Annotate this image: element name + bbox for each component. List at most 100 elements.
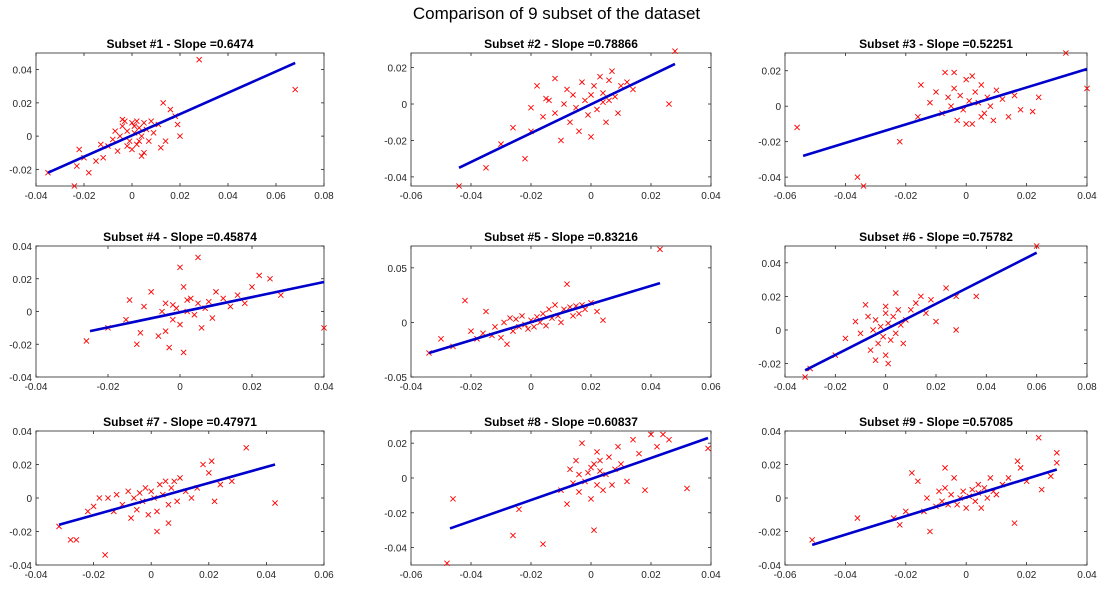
- data-point: [942, 69, 948, 76]
- data-point: [914, 478, 921, 485]
- x-tick-label: 0.02: [242, 382, 262, 393]
- subplot-7-title: Subset #7 - Slope =0.47971: [103, 415, 257, 429]
- data-point: [71, 183, 78, 189]
- data-point: [133, 141, 140, 148]
- data-point: [591, 82, 597, 89]
- data-point: [794, 124, 800, 131]
- y-tick-label: 0.05: [388, 264, 408, 275]
- subplot-2-title: Subset #2 - Slope =0.78866: [484, 37, 638, 51]
- data-point: [96, 495, 103, 501]
- data-point: [516, 506, 522, 513]
- data-point: [666, 436, 672, 443]
- data-point: [917, 293, 924, 300]
- x-tick-label: -0.02: [460, 382, 483, 393]
- data-point: [540, 113, 546, 120]
- data-point: [896, 521, 903, 528]
- data-point: [978, 82, 985, 88]
- subplot-6-title: Subset #6 - Slope =0.75782: [859, 230, 1013, 244]
- data-point: [138, 153, 145, 159]
- data-point: [600, 317, 606, 324]
- data-point: [928, 296, 934, 303]
- fit-line: [47, 61, 296, 174]
- data-point: [597, 468, 603, 474]
- data-point: [842, 335, 849, 342]
- data-point: [973, 293, 980, 300]
- data-point: [933, 89, 939, 95]
- data-point: [969, 121, 976, 127]
- data-point: [642, 487, 648, 494]
- data-point: [588, 133, 594, 140]
- data-point: [666, 101, 672, 107]
- data-point: [145, 138, 152, 145]
- data-point: [129, 146, 135, 153]
- x-tick-label: 0: [963, 191, 969, 202]
- data-point: [573, 457, 579, 464]
- data-point: [896, 138, 903, 145]
- x-tick-label: -0.02: [824, 382, 847, 393]
- data-point: [606, 97, 612, 104]
- subplot-1: Subset #1 - Slope =0.6474 -0.04 -0.02 0 0.02…: [9, 37, 334, 202]
- data-point: [483, 308, 489, 315]
- y-tick-label: -0.04: [758, 561, 781, 572]
- data-point: [162, 300, 169, 307]
- data-point: [498, 334, 504, 341]
- data-point: [552, 110, 558, 117]
- data-point: [1053, 459, 1060, 466]
- x-tick-label: 0: [963, 570, 969, 581]
- data-point: [600, 90, 606, 97]
- data-point: [895, 306, 902, 313]
- data-point: [594, 482, 600, 488]
- data-point: [531, 323, 537, 330]
- subplot-1-title: Subset #1 - Slope =0.6474: [106, 37, 253, 51]
- data-point: [609, 482, 615, 488]
- y-tick-label: -0.02: [9, 165, 32, 176]
- data-point: [705, 445, 711, 452]
- data-point: [154, 528, 160, 535]
- x-tick-label: -0.06: [400, 570, 423, 581]
- y-tick-label: 0: [26, 494, 32, 505]
- data-point: [1014, 458, 1021, 465]
- data-point: [138, 133, 145, 140]
- x-tick-label: 0.06: [266, 191, 286, 202]
- data-point: [129, 119, 135, 126]
- data-point: [585, 469, 591, 476]
- data-point: [957, 92, 964, 99]
- data-point: [450, 495, 456, 502]
- data-point: [249, 284, 255, 290]
- data-point: [585, 112, 591, 118]
- data-point: [867, 347, 874, 354]
- x-tick-label: -0.04: [774, 382, 797, 393]
- x-tick-label: 0.04: [641, 382, 661, 393]
- x-tick-label: -0.04: [25, 382, 48, 393]
- data-point: [504, 341, 510, 348]
- fit-line: [804, 251, 1038, 372]
- data-point: [963, 76, 970, 83]
- data-point: [999, 96, 1006, 103]
- y-tick-label: 0.02: [762, 461, 782, 472]
- fit-line: [458, 62, 676, 169]
- data-point: [1062, 50, 1069, 56]
- data-point: [927, 528, 933, 535]
- data-point: [501, 319, 507, 326]
- subplot-7-axes: [35, 430, 325, 566]
- data-point: [468, 328, 474, 335]
- subplot-5: Subset #5 - Slope =0.83216 -0.04 -0.02 0 0.0…: [384, 230, 721, 393]
- data-point: [564, 501, 570, 508]
- x-tick-label: 0.04: [701, 191, 721, 202]
- data-point: [83, 338, 90, 344]
- subplot-4-title: Subset #4 - Slope =0.45874: [103, 230, 257, 244]
- data-point: [546, 306, 552, 313]
- y-tick-label: 0.02: [13, 99, 33, 110]
- y-tick-label: -0.04: [384, 173, 407, 184]
- data-point: [154, 508, 160, 515]
- subplot-8: Subset #8 - Slope =0.60837 -0.06 -0.04 -0.0…: [384, 415, 721, 581]
- data-point: [187, 295, 194, 302]
- x-tick-label: 0: [883, 382, 889, 393]
- x-tick-label: -0.02: [520, 191, 543, 202]
- data-point: [872, 357, 879, 364]
- x-tick-label: -0.06: [774, 570, 797, 581]
- data-point: [927, 99, 933, 106]
- data-point: [890, 313, 897, 320]
- data-point: [133, 506, 140, 513]
- subplot-2: Subset #2 - Slope =0.78866 -0.06 -0.04 -0.0…: [384, 37, 721, 202]
